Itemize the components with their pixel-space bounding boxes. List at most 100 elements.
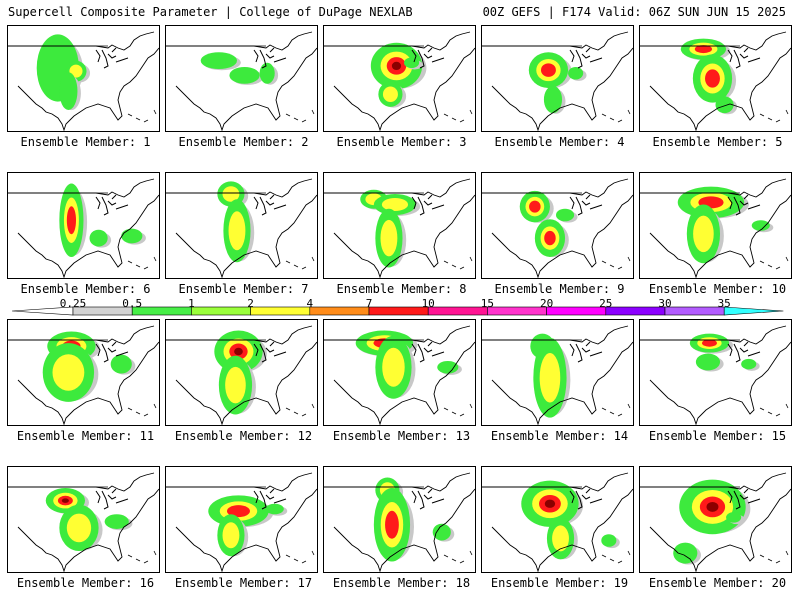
scp-contour-fill <box>529 200 541 213</box>
scale-swatch <box>664 306 725 316</box>
great-lakes <box>411 47 445 69</box>
panel-label: Ensemble Member: 2 <box>178 135 309 149</box>
great-lakes <box>727 47 761 69</box>
great-lakes <box>95 341 129 363</box>
member-map <box>324 325 475 425</box>
caribbean-islands <box>443 256 473 270</box>
member-map <box>166 325 317 425</box>
scp-contour-fill <box>726 512 742 523</box>
scp-contour-fill <box>200 52 237 70</box>
ensemble-panel <box>639 319 792 426</box>
great-lakes <box>253 341 287 363</box>
great-lakes <box>411 488 445 510</box>
scale-tick-label: 15 <box>480 297 495 310</box>
valid-time-label: 00Z GEFS | F174 Valid: 06Z SUN JUN 15 20… <box>482 5 786 19</box>
great-lakes <box>253 488 287 510</box>
caribbean-islands <box>285 403 315 417</box>
great-lakes <box>727 488 761 510</box>
scp-contour-fill <box>380 219 398 257</box>
caribbean-islands <box>601 550 631 564</box>
caribbean-islands <box>285 550 315 564</box>
ensemble-panel <box>481 25 634 132</box>
great-lakes <box>569 488 603 510</box>
scale-tick-label: 4 <box>306 297 314 310</box>
scp-contour-fill <box>741 358 757 370</box>
ensemble-panel <box>639 466 792 573</box>
scp-contour-fill <box>568 66 584 80</box>
caribbean-islands <box>127 256 157 270</box>
ensemble-panel <box>323 466 476 573</box>
caribbean-islands <box>443 403 473 417</box>
scale-swatch <box>250 306 311 316</box>
ensemble-panel <box>7 25 160 132</box>
member-map <box>640 178 791 278</box>
scp-contour-fill <box>59 72 78 110</box>
great-lakes <box>253 47 287 69</box>
scp-contour-fill <box>437 360 459 374</box>
member-map <box>482 31 633 131</box>
caribbean-islands <box>601 109 631 123</box>
great-lakes <box>95 488 129 510</box>
great-lakes <box>727 194 761 216</box>
great-lakes <box>411 341 445 363</box>
scp-contour-fill <box>706 501 719 512</box>
scp-contour-fill <box>705 69 720 88</box>
scp-contour-fill <box>544 230 556 246</box>
panel-label: Ensemble Member: 6 <box>20 282 151 296</box>
caribbean-islands <box>443 109 473 123</box>
panel-label: Ensemble Member: 16 <box>16 576 155 590</box>
panel-label: Ensemble Member: 19 <box>490 576 629 590</box>
panel-label: Ensemble Member: 20 <box>648 576 787 590</box>
scp-contour-fill <box>222 522 240 549</box>
scp-contour-fill <box>382 347 405 387</box>
member-map <box>166 31 317 131</box>
ensemble-panel <box>323 25 476 132</box>
scp-contour-fill <box>693 215 714 253</box>
scp-contour-fill <box>702 339 717 347</box>
member-map <box>324 178 475 278</box>
great-lakes <box>95 47 129 69</box>
ensemble-panel <box>165 25 318 132</box>
scp-contour-fill <box>673 542 698 564</box>
caribbean-islands <box>127 109 157 123</box>
panel-label: Ensemble Member: 14 <box>490 429 629 443</box>
caribbean-islands <box>601 403 631 417</box>
scale-tick-label: 25 <box>599 297 613 310</box>
member-map <box>8 472 159 572</box>
caribbean-islands <box>285 109 315 123</box>
scp-contour-fill <box>432 523 451 541</box>
scp-contour-fill <box>225 366 246 404</box>
scale-swatch <box>546 306 607 316</box>
great-lakes <box>95 194 129 216</box>
scp-contour-fill <box>715 96 734 114</box>
scale-tick-label: 35 <box>717 297 731 310</box>
scp-contour-fill <box>234 347 243 356</box>
panel-label: Ensemble Member: 5 <box>652 135 783 149</box>
panel-label: Ensemble Member: 7 <box>178 282 309 296</box>
member-map <box>640 472 791 572</box>
member-map <box>166 178 317 278</box>
ensemble-panel <box>7 319 160 426</box>
caribbean-islands <box>127 403 157 417</box>
member-map <box>482 472 633 572</box>
scp-contour-fill <box>89 229 108 247</box>
scale-tick-label: 1 <box>188 297 195 310</box>
scale-swatch <box>487 306 547 316</box>
caribbean-islands <box>285 256 315 270</box>
scale-swatch <box>427 306 488 316</box>
ensemble-panel <box>7 466 160 573</box>
caribbean-islands <box>759 109 789 123</box>
chart-title: Supercell Composite Parameter | College … <box>8 5 413 19</box>
panel-label: Ensemble Member: 12 <box>174 429 313 443</box>
scale-swatch <box>191 306 251 316</box>
scale-tick-label: 7 <box>365 297 373 310</box>
member-map <box>8 178 159 278</box>
caribbean-islands <box>759 550 789 564</box>
caribbean-islands <box>127 550 157 564</box>
scale-swatch <box>605 306 666 316</box>
scp-contour-fill <box>391 61 402 71</box>
scale-swatch <box>723 306 784 316</box>
member-map <box>640 31 791 131</box>
scp-contour-fill <box>227 505 250 518</box>
ensemble-panel <box>481 319 634 426</box>
